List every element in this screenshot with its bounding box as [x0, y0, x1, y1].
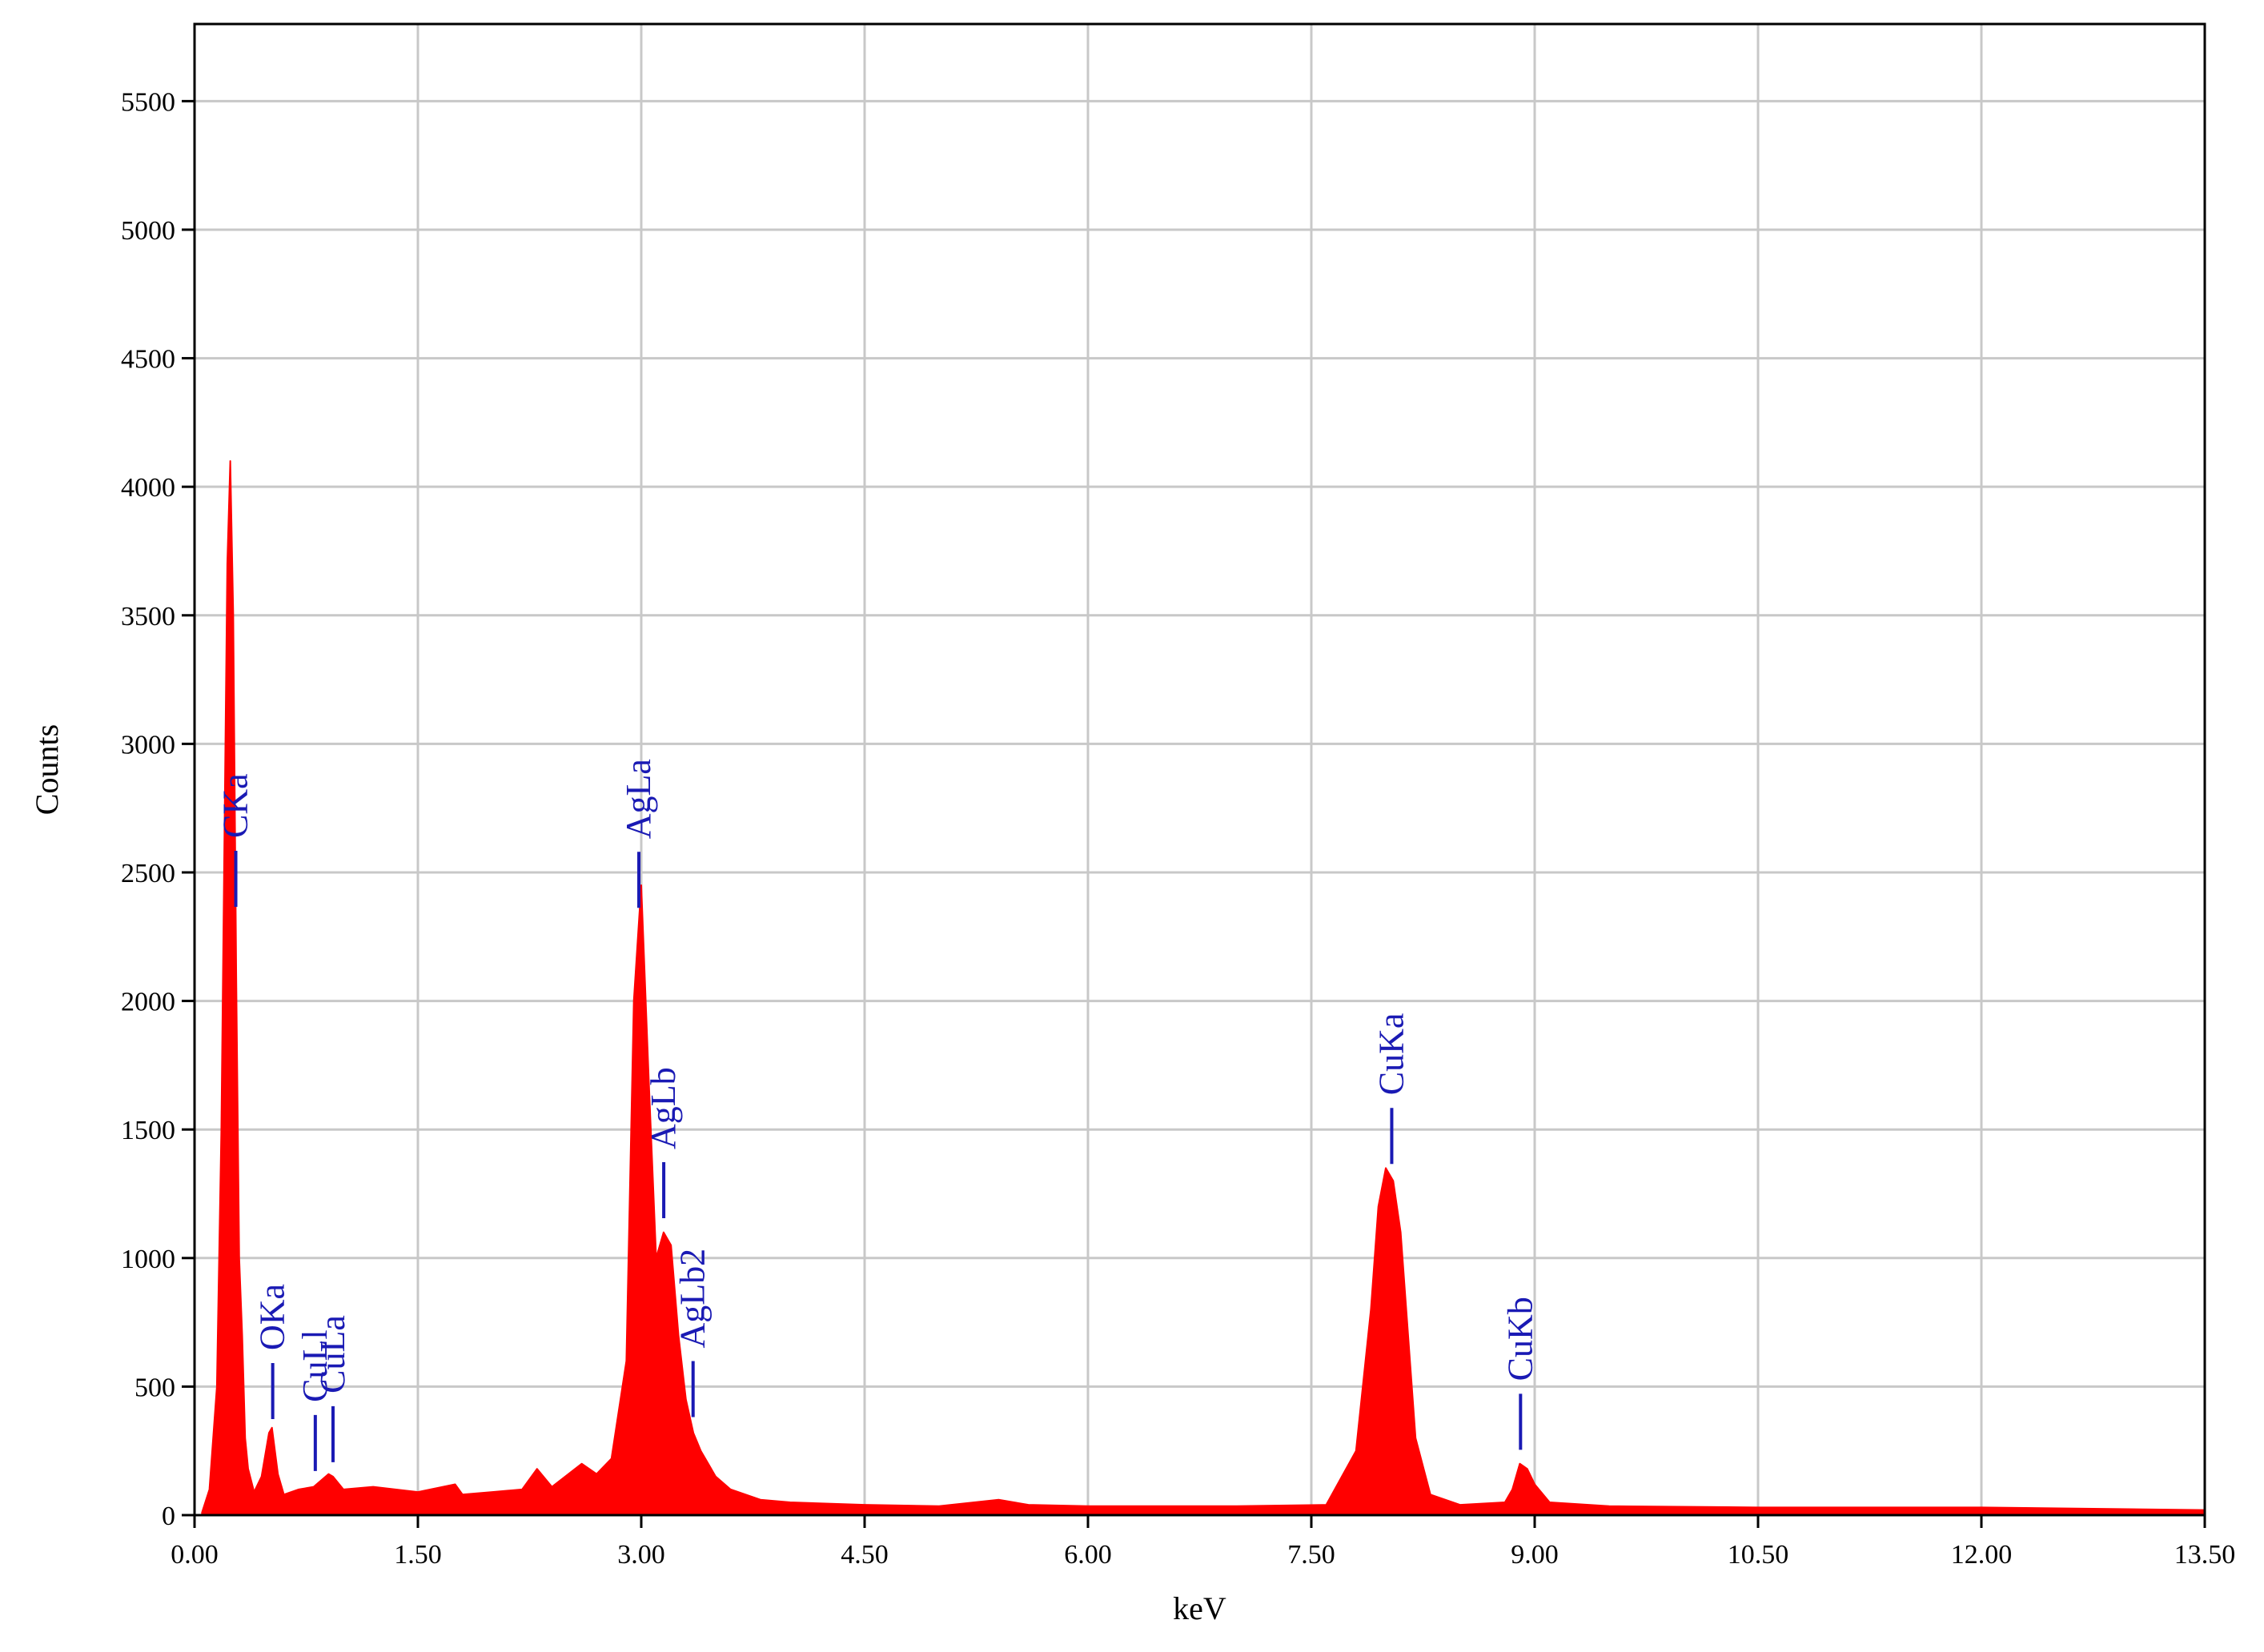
x-axis-label: keV — [1173, 1590, 1226, 1626]
x-axis: 0.00 1.50 3.00 4.50 6.00 7.50 9.00 10.50 12.00 13… — [171, 1515, 2235, 1570]
peak-label: OKa — [253, 1284, 292, 1350]
peak-label: AgLb2 — [673, 1249, 713, 1349]
y-tick-label: 3000 — [121, 730, 175, 760]
y-tick-label: 5000 — [121, 216, 175, 246]
x-tick-label: 0.00 — [171, 1540, 219, 1570]
grid-lines — [195, 24, 2205, 1515]
y-tick-label: 2000 — [121, 988, 175, 1017]
spectrum-area — [201, 460, 2206, 1516]
y-tick-label: 500 — [134, 1373, 175, 1402]
y-tick-label: 4000 — [121, 473, 175, 503]
y-tick-label: 0 — [162, 1502, 175, 1531]
y-tick-label: 3500 — [121, 602, 175, 632]
peak-label: CuLa — [313, 1315, 352, 1393]
x-tick-label: 1.50 — [394, 1540, 442, 1570]
peak-label: CuKb — [1500, 1297, 1539, 1381]
peak-label: CKa — [216, 773, 255, 838]
peak-label: CuLl — [295, 1329, 335, 1401]
peak-label: AgLa — [619, 759, 658, 839]
y-axis: 0 500 1000 1500 2000 2500 3000 3500 4000 4500 5000… — [121, 87, 195, 1531]
y-tick-label: 2500 — [121, 859, 175, 888]
peak-label: CuKa — [1371, 1013, 1411, 1096]
y-tick-label: 1000 — [121, 1245, 175, 1274]
x-tick-label: 13.50 — [2174, 1540, 2236, 1570]
x-tick-label: 9.00 — [1511, 1540, 1559, 1570]
x-tick-label: 10.50 — [1728, 1540, 1789, 1570]
y-tick-label: 4500 — [121, 345, 175, 375]
peak-label: AgLb — [644, 1067, 683, 1149]
x-tick-label: 7.50 — [1287, 1540, 1335, 1570]
x-tick-label: 6.00 — [1064, 1540, 1112, 1570]
y-tick-label: 5500 — [121, 87, 175, 117]
y-axis-label: Counts — [29, 724, 65, 815]
spectrum-series — [201, 460, 2206, 1516]
y-tick-label: 1500 — [121, 1116, 175, 1145]
x-tick-label: 3.00 — [617, 1540, 665, 1570]
x-tick-label: 12.00 — [1951, 1540, 2013, 1570]
plot-frame — [193, 22, 2206, 1517]
x-tick-label: 4.50 — [841, 1540, 889, 1570]
